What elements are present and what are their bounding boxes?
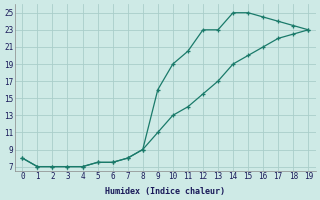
X-axis label: Humidex (Indice chaleur): Humidex (Indice chaleur) <box>105 187 225 196</box>
